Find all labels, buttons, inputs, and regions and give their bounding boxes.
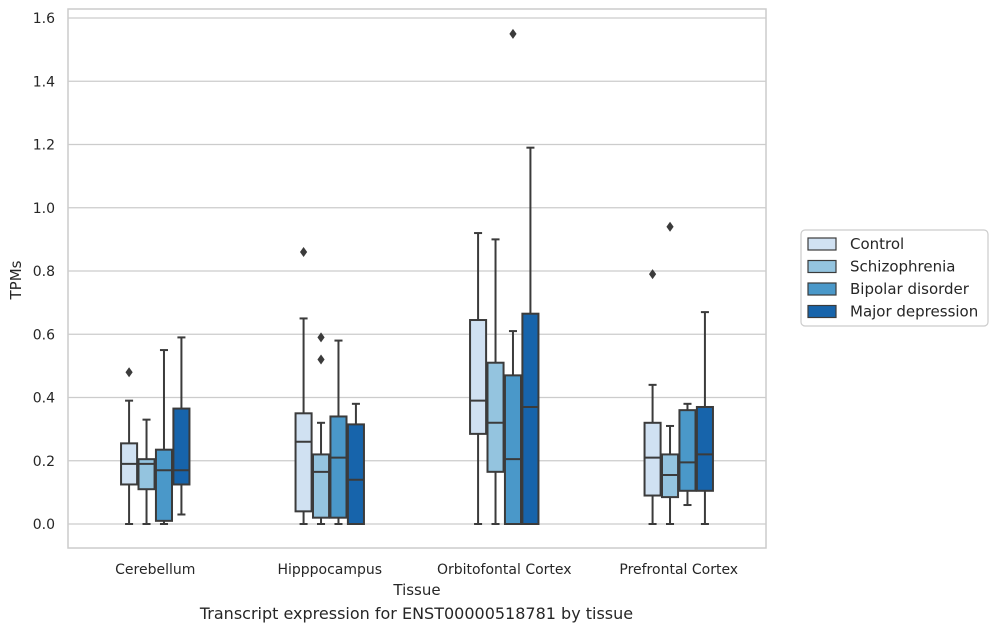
- x-axis-label: Tissue: [392, 581, 440, 599]
- legend-swatch: [807, 282, 837, 296]
- y-axis-label: TPMs: [7, 260, 25, 300]
- y-tick-label: 1.2: [33, 138, 55, 154]
- legend-label: Bipolar disorder: [850, 280, 970, 298]
- y-tick-label: 1.6: [33, 11, 55, 27]
- box-bipolar-disorder: [678, 402, 697, 507]
- x-tick-label: Prefrontal Cortex: [619, 562, 738, 578]
- box-iqr: [294, 412, 313, 513]
- box-iqr: [154, 448, 174, 522]
- outlier-point: [299, 247, 308, 258]
- box-control: [469, 232, 488, 525]
- box-iqr: [329, 415, 348, 519]
- box-iqr: [346, 423, 365, 526]
- plot-frame: [67, 8, 767, 549]
- box-major-depression: [346, 402, 365, 526]
- outlier-point: [125, 367, 133, 378]
- box-iqr: [311, 453, 331, 519]
- box-bipolar-disorder: [154, 349, 174, 525]
- outlier-point: [317, 332, 325, 343]
- box-iqr: [503, 374, 523, 525]
- box-iqr: [137, 458, 156, 491]
- box-schizophrenia: [486, 238, 505, 525]
- boxes: [120, 28, 714, 526]
- box-bipolar-disorder: [329, 339, 348, 525]
- outlier-point: [666, 221, 674, 232]
- box-schizophrenia: [660, 221, 680, 525]
- y-tick-label: 0.8: [33, 264, 55, 280]
- box-control: [643, 269, 662, 525]
- y-tick-label: 0.4: [33, 391, 55, 407]
- y-tick-labels: 0.0 0.2 0.4 0.6 0.8 1.0 1.2 1.4 1.6: [33, 11, 55, 533]
- box-schizophrenia: [137, 418, 156, 525]
- x-tick-label: Orbitofontal Cortex: [437, 562, 572, 578]
- box-major-depression: [172, 336, 191, 516]
- legend-label: Control: [850, 235, 904, 253]
- y-tick-label: 1.0: [33, 201, 55, 217]
- legend-label: Schizophrenia: [850, 258, 955, 276]
- box-bipolar-disorder: [503, 28, 523, 525]
- legend-label: Major depression: [850, 303, 978, 321]
- box-iqr: [521, 312, 540, 525]
- legend: Control Schizophrenia Bipolar disorder Majo…: [800, 229, 989, 327]
- legend-swatch: [807, 304, 837, 319]
- box-iqr: [678, 409, 697, 492]
- box-major-depression: [695, 311, 714, 525]
- x-tick-label: Hipppocampus: [277, 562, 382, 578]
- y-tick-label: 0.0: [33, 517, 55, 533]
- outlier-point: [317, 354, 325, 365]
- y-tick-label: 0.2: [33, 454, 55, 470]
- outlier-point: [509, 28, 517, 39]
- box-iqr: [172, 407, 191, 486]
- box-iqr: [695, 405, 714, 492]
- box-iqr: [486, 361, 505, 473]
- legend-frame: [800, 229, 989, 327]
- figure-caption: Transcript expression for ENST0000051878…: [199, 604, 634, 623]
- x-tick-labels: Cerebellum Hipppocampus Orbitofontal Corte…: [115, 562, 738, 578]
- box-iqr: [469, 319, 488, 435]
- box-major-depression: [521, 146, 540, 525]
- box-control: [120, 367, 139, 525]
- legend-swatch: [807, 259, 837, 274]
- x-tick-label: Cerebellum: [115, 562, 195, 578]
- outlier-point: [648, 269, 657, 280]
- box-iqr: [643, 421, 662, 497]
- y-tick-label: 1.4: [33, 74, 55, 90]
- y-tick-label: 0.6: [33, 327, 55, 343]
- box-schizophrenia: [311, 332, 331, 525]
- legend-swatch: [807, 237, 837, 251]
- box-control: [294, 247, 313, 525]
